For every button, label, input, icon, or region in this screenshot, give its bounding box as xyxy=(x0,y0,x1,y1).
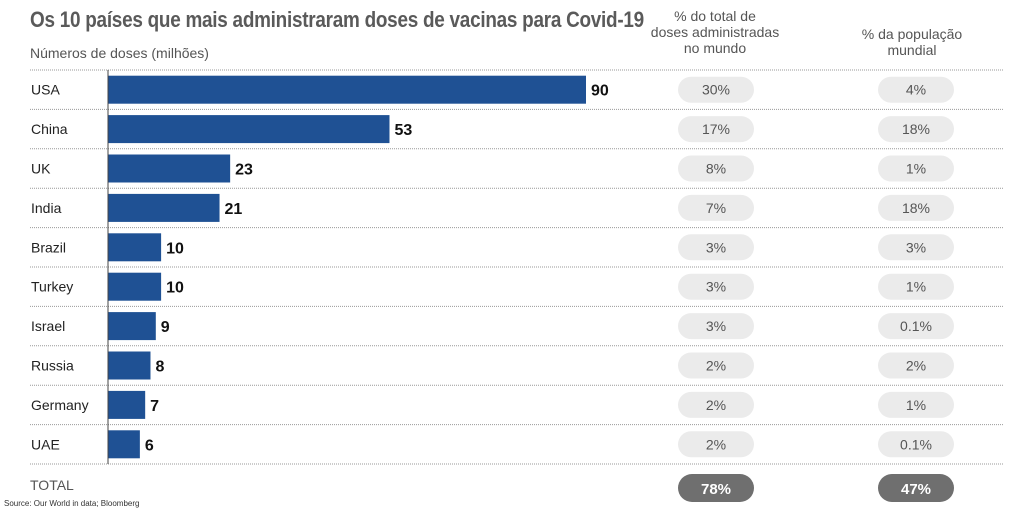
bar xyxy=(108,233,162,262)
total-share-population-pill xyxy=(878,474,954,502)
share-doses-value: 3% xyxy=(706,279,726,295)
category-label: Turkey xyxy=(31,279,73,295)
total-label: TOTAL xyxy=(30,477,74,493)
share-doses-value: 8% xyxy=(706,161,726,177)
share-doses-value: 17% xyxy=(702,121,730,137)
share-population-value: 1% xyxy=(906,161,926,177)
share-population-header-line: % da população xyxy=(861,26,963,42)
share-doses-value: 2% xyxy=(706,358,726,374)
bar xyxy=(108,390,146,419)
share-doses-header-line: % do total de xyxy=(674,8,756,24)
share-doses-value: 3% xyxy=(706,239,726,255)
chart-title: Os 10 países que mais administraram dose… xyxy=(30,7,644,32)
share-population-value: 2% xyxy=(906,358,926,374)
share-population-value: 0.1% xyxy=(900,436,932,452)
value-label: 53 xyxy=(394,122,412,139)
bar xyxy=(108,75,586,104)
share-population-pill xyxy=(878,352,954,379)
share-doses-pill xyxy=(678,352,754,379)
share-doses-pill xyxy=(678,155,754,182)
share-doses-pill xyxy=(678,431,754,458)
value-label: 7 xyxy=(150,398,159,415)
value-label: 6 xyxy=(145,437,154,454)
share-population-value: 3% xyxy=(906,239,926,255)
value-label: 90 xyxy=(591,83,609,100)
share-doses-value: 3% xyxy=(706,318,726,334)
share-population-pill xyxy=(878,431,954,458)
value-label: 10 xyxy=(166,240,184,257)
bar xyxy=(108,154,231,183)
category-label: China xyxy=(31,121,68,137)
category-label: India xyxy=(31,200,62,216)
share-doses-header-line: no mundo xyxy=(683,40,747,56)
share-doses-pill xyxy=(678,76,754,103)
share-doses-pill xyxy=(678,234,754,261)
total-share-population-value: 47% xyxy=(901,481,931,498)
bar xyxy=(108,351,151,380)
bar xyxy=(108,430,140,459)
share-doses-pill xyxy=(678,313,754,340)
category-label: UAE xyxy=(31,436,60,452)
bar xyxy=(108,193,220,222)
share-population-value: 1% xyxy=(906,397,926,413)
share-population-value: 4% xyxy=(906,82,926,98)
total-share-doses-value: 78% xyxy=(701,481,731,498)
value-label: 9 xyxy=(161,319,170,336)
category-label: Brazil xyxy=(31,239,66,255)
share-population-header-line: mundial xyxy=(887,42,937,58)
share-population-value: 18% xyxy=(902,121,930,137)
share-population-value: 1% xyxy=(906,279,926,295)
total-share-doses-pill xyxy=(678,474,754,502)
share-population-pill xyxy=(878,234,954,261)
value-label: 8 xyxy=(155,359,164,376)
share-population-pill xyxy=(878,391,954,418)
share-doses-header: % do total de doses administradas no mun… xyxy=(630,8,800,56)
category-label: UK xyxy=(31,161,51,177)
share-doses-pill xyxy=(678,273,754,300)
share-population-value: 18% xyxy=(902,200,930,216)
value-label: 21 xyxy=(225,201,243,218)
value-label: 23 xyxy=(235,162,253,179)
value-label: 10 xyxy=(166,280,184,297)
share-doses-pill xyxy=(678,391,754,418)
share-doses-value: 30% xyxy=(702,82,730,98)
share-population-header: % da população mundial xyxy=(827,26,997,58)
chart-subtitle: Números de doses (milhões) xyxy=(30,45,209,61)
bar xyxy=(108,272,162,301)
category-label: Russia xyxy=(31,358,74,374)
share-population-pill xyxy=(878,273,954,300)
source-note: Source: Our World in data; Bloomberg xyxy=(4,499,140,508)
share-doses-value: 2% xyxy=(706,397,726,413)
share-population-pill xyxy=(878,194,954,221)
share-doses-header-line: doses administradas xyxy=(650,24,780,40)
share-population-pill xyxy=(878,313,954,340)
category-label: Germany xyxy=(31,397,89,413)
bar xyxy=(108,115,390,144)
share-doses-pill xyxy=(678,194,754,221)
share-population-pill xyxy=(878,116,954,143)
bar xyxy=(108,312,156,341)
share-doses-value: 2% xyxy=(706,436,726,452)
category-label: USA xyxy=(31,82,60,98)
share-population-pill xyxy=(878,76,954,103)
share-doses-pill xyxy=(678,116,754,143)
share-doses-value: 7% xyxy=(706,200,726,216)
share-population-value: 0.1% xyxy=(900,318,932,334)
category-label: Israel xyxy=(31,318,65,334)
share-population-pill xyxy=(878,155,954,182)
